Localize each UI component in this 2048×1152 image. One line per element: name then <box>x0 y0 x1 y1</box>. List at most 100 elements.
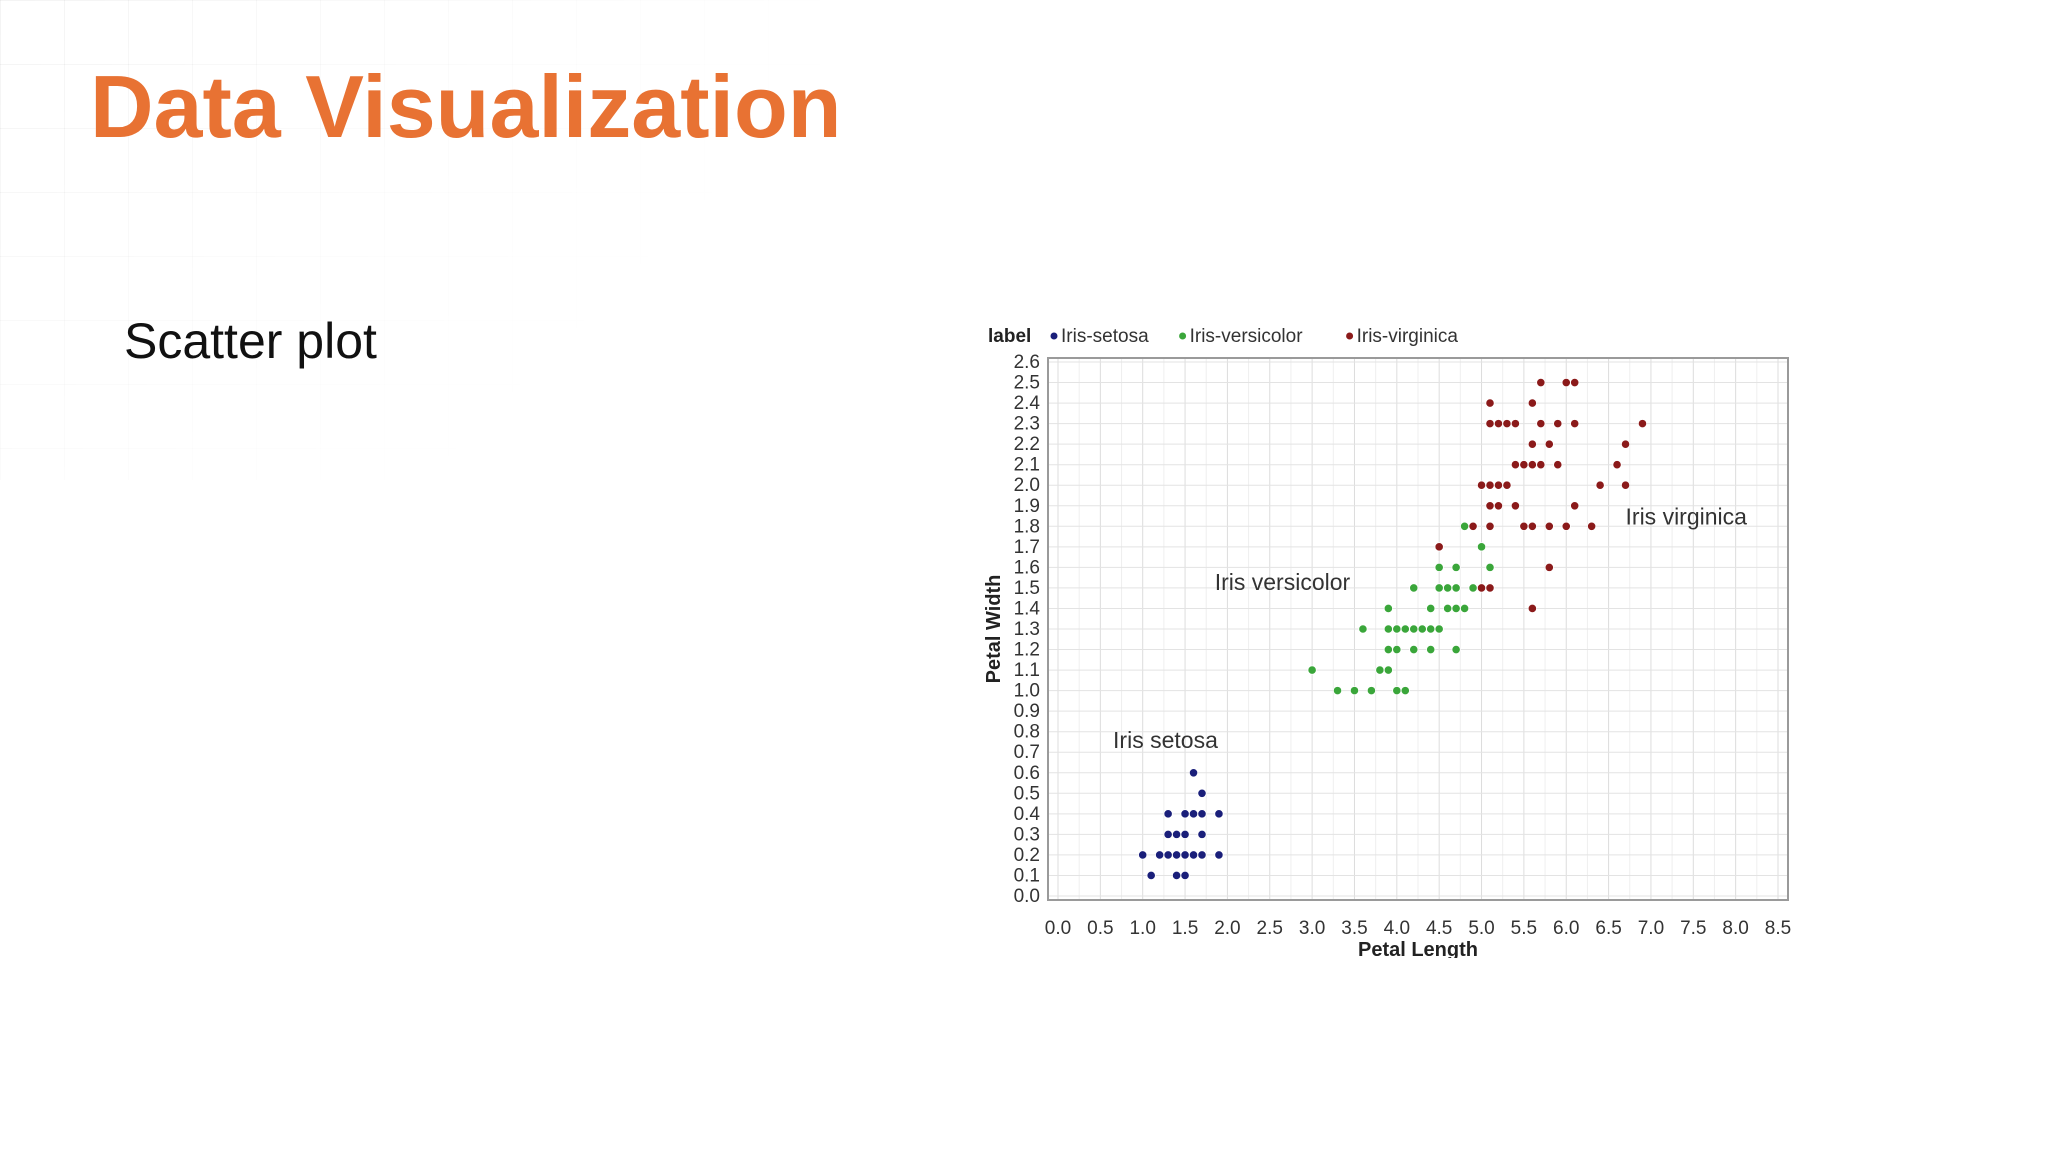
x-tick-label: 1.0 <box>1129 918 1155 939</box>
y-tick-label: 2.5 <box>1014 373 1040 394</box>
y-tick-label: 0.7 <box>1014 742 1040 763</box>
data-point <box>1570 377 1580 388</box>
x-tick-label: 2.0 <box>1214 918 1240 939</box>
data-point <box>1197 829 1207 839</box>
data-point <box>1485 583 1495 593</box>
data-point <box>1485 419 1495 429</box>
data-point <box>1443 603 1453 614</box>
data-point <box>1476 583 1487 593</box>
y-tick-label: 2.0 <box>1014 475 1040 496</box>
data-point <box>1188 850 1199 860</box>
data-point <box>1527 460 1537 470</box>
data-point <box>1544 562 1554 572</box>
legend-marker <box>1346 332 1354 340</box>
y-tick-label: 2.1 <box>1014 455 1040 476</box>
data-point <box>1400 686 1410 696</box>
y-tick-label: 1.5 <box>1014 578 1040 599</box>
x-tick-label: 3.0 <box>1299 918 1325 939</box>
data-point <box>1163 829 1173 839</box>
x-tick-label: 6.0 <box>1553 918 1579 939</box>
data-point <box>1536 460 1546 470</box>
data-point <box>1146 870 1156 881</box>
x-tick-label: 1.5 <box>1172 918 1198 939</box>
x-tick-label: 8.5 <box>1765 918 1791 939</box>
data-point <box>1527 439 1537 449</box>
data-point <box>1485 521 1495 531</box>
data-point <box>1383 665 1393 675</box>
legend-title: label <box>988 326 1031 347</box>
data-point <box>1620 439 1631 449</box>
y-tick-label: 0.9 <box>1014 701 1040 722</box>
data-point <box>1383 603 1393 614</box>
data-points <box>1138 377 1648 881</box>
data-point <box>1434 624 1444 634</box>
data-point <box>1409 644 1419 655</box>
data-point <box>1493 419 1504 429</box>
plot-frame <box>1047 357 1789 901</box>
data-point <box>1502 419 1512 429</box>
data-point <box>1476 542 1487 552</box>
x-tick-label: 6.5 <box>1595 918 1621 939</box>
x-tick-label: 3.5 <box>1341 918 1367 939</box>
data-point <box>1451 562 1461 572</box>
data-point <box>1510 501 1521 511</box>
slide-title: Data Visualization <box>90 57 842 156</box>
data-point <box>1561 377 1571 388</box>
data-point <box>1587 521 1597 531</box>
x-tick-label: 4.0 <box>1384 918 1410 939</box>
y-tick-label: 0.5 <box>1014 783 1040 804</box>
bullet-text: Scatter plot <box>124 313 377 369</box>
data-point <box>1214 850 1224 860</box>
data-point <box>1451 603 1461 614</box>
x-tick-label: 0.5 <box>1087 918 1113 939</box>
data-point <box>1171 829 1182 839</box>
y-tick-label: 0.3 <box>1014 824 1040 845</box>
y-tick-label: 0.4 <box>1014 804 1041 825</box>
x-tick-label: 4.5 <box>1426 918 1452 939</box>
data-point <box>1383 624 1393 634</box>
data-point <box>1451 583 1461 593</box>
data-point <box>1443 583 1453 593</box>
y-tick-label: 0.1 <box>1014 865 1040 886</box>
x-axis-ticks: 0.0 0.5 1.0 1.5 2.0 2.5 3.0 3.5 4.0 4.5 5.0 5.5 6.0 6… <box>1045 918 1791 939</box>
data-point <box>1510 460 1521 470</box>
data-point <box>1197 788 1207 798</box>
y-axis-title: Petal Width <box>983 575 1005 684</box>
data-point <box>1612 460 1622 470</box>
data-point <box>1392 644 1402 655</box>
data-point <box>1392 624 1402 634</box>
data-point <box>1510 419 1521 429</box>
data-point <box>1570 419 1580 429</box>
data-point <box>1214 809 1224 819</box>
data-point <box>1197 850 1207 860</box>
legend-entry: Iris-versicolor <box>1190 326 1304 347</box>
data-point <box>1527 603 1537 614</box>
data-point <box>1358 624 1368 634</box>
data-point <box>1180 809 1190 819</box>
data-point <box>1493 501 1504 511</box>
y-tick-label: 1.0 <box>1014 681 1040 702</box>
x-tick-label: 7.5 <box>1680 918 1706 939</box>
y-tick-label: 1.1 <box>1014 660 1040 681</box>
x-tick-label: 7.0 <box>1638 918 1664 939</box>
data-point <box>1502 480 1512 490</box>
y-tick-label: 1.9 <box>1014 496 1040 517</box>
y-tick-label: 1.6 <box>1014 557 1040 578</box>
scatter-chart: label Iris-setosa Iris-versicolor Iris-virg… <box>983 326 1791 958</box>
y-tick-label: 0.6 <box>1014 763 1040 784</box>
y-tick-label: 1.4 <box>1014 598 1041 619</box>
y-tick-label: 2.2 <box>1014 434 1040 455</box>
data-point <box>1637 419 1648 429</box>
data-point <box>1459 521 1470 531</box>
y-tick-label: 1.7 <box>1014 537 1040 558</box>
data-point <box>1171 850 1182 860</box>
data-point <box>1485 480 1495 490</box>
data-point <box>1527 398 1537 408</box>
data-point <box>1519 521 1529 531</box>
y-tick-label: 0.0 <box>1014 886 1040 907</box>
data-point <box>1163 850 1173 860</box>
species-annotation: Iris setosa <box>1113 727 1218 753</box>
y-tick-label: 0.8 <box>1014 722 1040 743</box>
species-annotation: Iris versicolor <box>1215 569 1351 595</box>
data-point <box>1468 583 1478 593</box>
